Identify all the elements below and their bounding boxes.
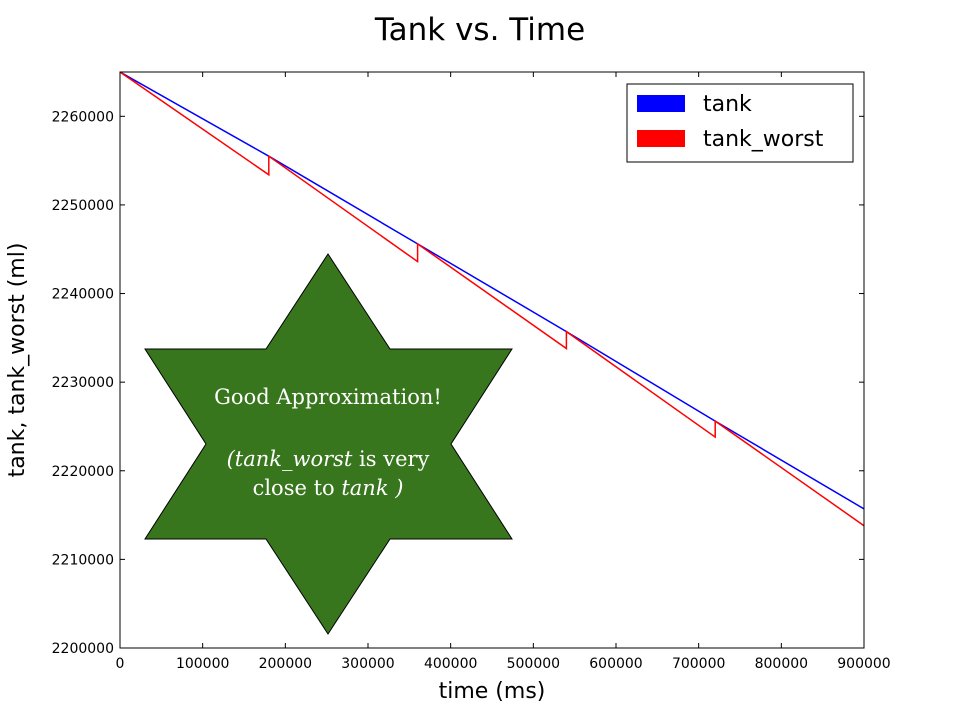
x-tick-label: 400000 — [424, 656, 477, 672]
annotation-line-3-italic: tank ) — [341, 476, 403, 500]
legend: tank tank_worst — [626, 83, 854, 163]
y-tick-label: 2200000 — [52, 641, 114, 657]
x-tick-label: 0 — [116, 656, 125, 672]
y-tick-label: 2240000 — [52, 287, 114, 303]
x-tick-label: 100000 — [176, 656, 229, 672]
y-tick-label: 2230000 — [52, 375, 114, 391]
annotation-line-2-italic: (tank_worst — [227, 447, 353, 471]
legend-label-tank-worst: tank_worst — [703, 127, 824, 152]
y-ticks: 2200000 2210000 2220000 2230000 2240000 22500… — [52, 109, 864, 657]
series-layer — [119, 71, 865, 527]
annotation-line-1: Good Approximation! — [214, 385, 442, 409]
x-ticks: 0 100000 200000 300000 400000 500000 600000 700… — [116, 72, 891, 672]
legend-label-tank: tank — [703, 92, 752, 117]
x-tick-label: 200000 — [259, 656, 312, 672]
annotation-line-3: close to tank ) — [253, 476, 404, 500]
y-tick-label: 2250000 — [52, 198, 114, 214]
y-tick-label: 2220000 — [52, 464, 114, 480]
annotation-star: Good Approximation! (tank_worst is very … — [144, 253, 513, 635]
annotation-line-3-plain: close to — [253, 476, 342, 500]
x-axis-title: time (ms) — [439, 679, 546, 704]
x-tick-label: 900000 — [837, 656, 890, 672]
y-tick-label: 2260000 — [52, 109, 114, 125]
legend-swatch-tank-worst — [637, 130, 685, 147]
x-tick-label: 500000 — [507, 656, 560, 672]
legend-swatch-tank — [637, 95, 685, 112]
star-shape — [144, 253, 513, 635]
annotation-line-2-rest: is very — [352, 447, 429, 471]
x-tick-label: 700000 — [672, 656, 725, 672]
plot-frame — [119, 71, 865, 649]
y-tick-label: 2210000 — [52, 552, 114, 568]
x-tick-label: 800000 — [755, 656, 808, 672]
x-tick-label: 600000 — [589, 656, 642, 672]
x-tick-label: 300000 — [341, 656, 394, 672]
series-line-tank-worst — [119, 71, 865, 527]
chart-title: Tank vs. Time — [374, 12, 585, 48]
y-axis-title: tank, tank_worst (ml) — [5, 243, 30, 478]
annotation-line-2: (tank_worst is very — [227, 447, 430, 471]
series-line-tank — [119, 71, 865, 510]
